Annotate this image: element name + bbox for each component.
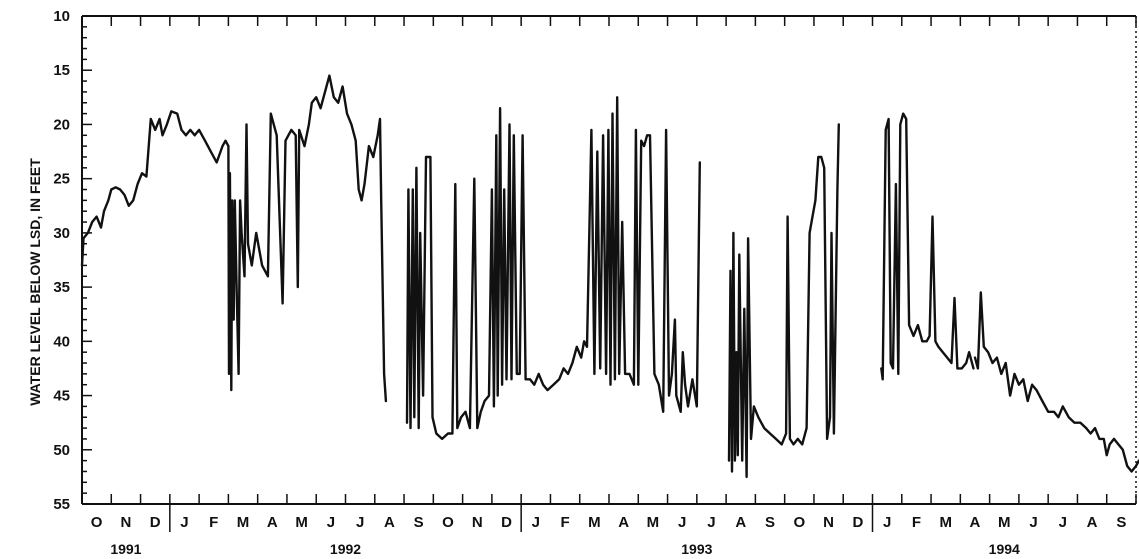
x-year-label: 1992 [330, 541, 361, 557]
y-tick-label: 30 [53, 225, 70, 242]
x-month-label: J [327, 514, 335, 531]
x-month-label: A [1087, 514, 1098, 531]
x-month-label: O [793, 514, 805, 531]
x-month-label: M [939, 514, 952, 531]
y-tick-label: 50 [53, 442, 70, 459]
y-tick-label: 15 [53, 62, 70, 79]
x-month-label: F [560, 514, 569, 531]
x-month-label: S [1116, 514, 1126, 531]
x-month-label: M [588, 514, 601, 531]
y-tick-label: 35 [53, 279, 70, 296]
y-tick-label: 45 [53, 388, 70, 405]
x-month-label: J [532, 514, 540, 531]
x-month-label: J [1029, 514, 1037, 531]
x-month-label: A [735, 514, 746, 531]
x-month-label: F [209, 514, 218, 531]
y-axis-label: WATER LEVEL BELOW LSD, IN FEET [27, 158, 43, 406]
water-level-line-segment [727, 123, 840, 479]
y-tick-label: 10 [53, 8, 70, 25]
x-month-label: J [180, 514, 188, 531]
x-month-label: A [267, 514, 278, 531]
x-month-label: M [237, 514, 250, 531]
x-year-label: 1994 [989, 541, 1020, 557]
x-month-label: J [883, 514, 891, 531]
x-month-label: A [384, 514, 395, 531]
y-tick-label: 40 [53, 333, 70, 350]
water-level-series [80, 74, 1139, 479]
x-month-label: S [414, 514, 424, 531]
water-level-line-segment [973, 291, 1139, 473]
x-month-label: D [852, 514, 863, 531]
x-month-label: D [150, 514, 161, 531]
x-month-label: N [120, 514, 131, 531]
x-month-label: D [501, 514, 512, 531]
x-month-label: J [356, 514, 364, 531]
x-year-label: 1991 [110, 541, 141, 557]
x-month-label: N [472, 514, 483, 531]
y-axis-ticks: 10 15 20 25 30 35 40 45 50 55 [53, 8, 92, 513]
x-month-label: J [1059, 514, 1067, 531]
x-month-label: F [912, 514, 921, 531]
water-level-line-segment [405, 96, 701, 441]
y-tick-label: 25 [53, 171, 70, 188]
y-tick-label: 55 [53, 496, 70, 513]
y-tick-label: 20 [53, 116, 70, 133]
x-month-label: A [970, 514, 981, 531]
x-month-label: M [998, 514, 1011, 531]
x-month-label: M [295, 514, 308, 531]
x-month-label: O [442, 514, 454, 531]
x-month-label: J [678, 514, 686, 531]
x-month-label: N [823, 514, 834, 531]
x-year-label: 1993 [681, 541, 712, 557]
x-month-label: S [765, 514, 775, 531]
x-month-label: A [618, 514, 629, 531]
x-month-label: O [91, 514, 103, 531]
x-month-label: J [707, 514, 715, 531]
water-level-line-segment [880, 112, 975, 381]
x-month-label: M [647, 514, 660, 531]
x-axis-ticks: O N D J F M A M J J A S O N D J F M A M J J A S O N D J F M A M J J A S1991… [81, 16, 1137, 557]
water-level-line-segment [80, 74, 388, 403]
